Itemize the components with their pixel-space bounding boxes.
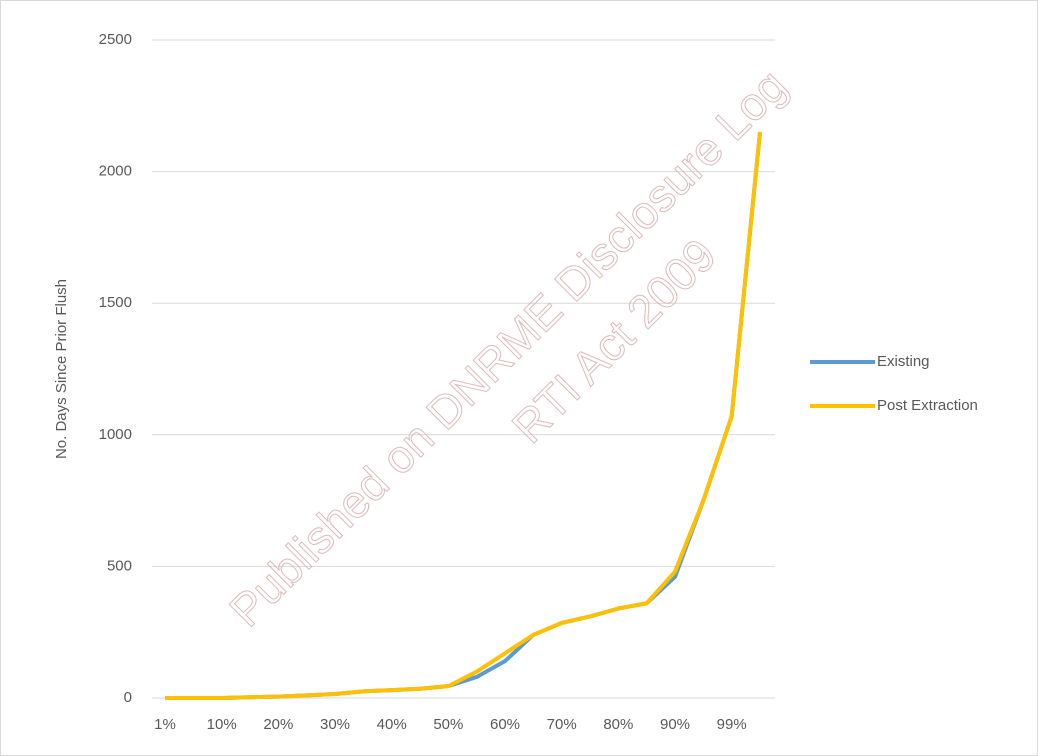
- x-tick-label: 60%: [490, 716, 520, 733]
- y-axis-title: No. Days Since Prior Flush: [53, 279, 70, 459]
- y-tick-label: 2500: [99, 31, 132, 48]
- legend-label: Existing: [877, 353, 930, 370]
- x-tick-label: 10%: [207, 716, 237, 733]
- line-series: [165, 131, 762, 700]
- x-tick-label: 30%: [320, 716, 350, 733]
- y-tick-label: 1000: [99, 426, 132, 443]
- x-tick-label: 1%: [154, 716, 176, 733]
- x-tick-label: 50%: [433, 716, 463, 733]
- y-tick-label: 500: [107, 557, 132, 574]
- x-tick-label: 40%: [377, 716, 407, 733]
- y-tick-label: 2000: [99, 163, 132, 180]
- x-tick-label: 80%: [603, 716, 633, 733]
- x-tick-label: 70%: [547, 716, 577, 733]
- x-tick-label: 20%: [263, 716, 293, 733]
- legend-label: Post Extraction: [877, 397, 978, 414]
- x-tick-label: 90%: [660, 716, 690, 733]
- y-tick-label: 1500: [99, 294, 132, 311]
- y-tick-label: 0: [124, 689, 132, 706]
- x-tick-label: 99%: [717, 716, 747, 733]
